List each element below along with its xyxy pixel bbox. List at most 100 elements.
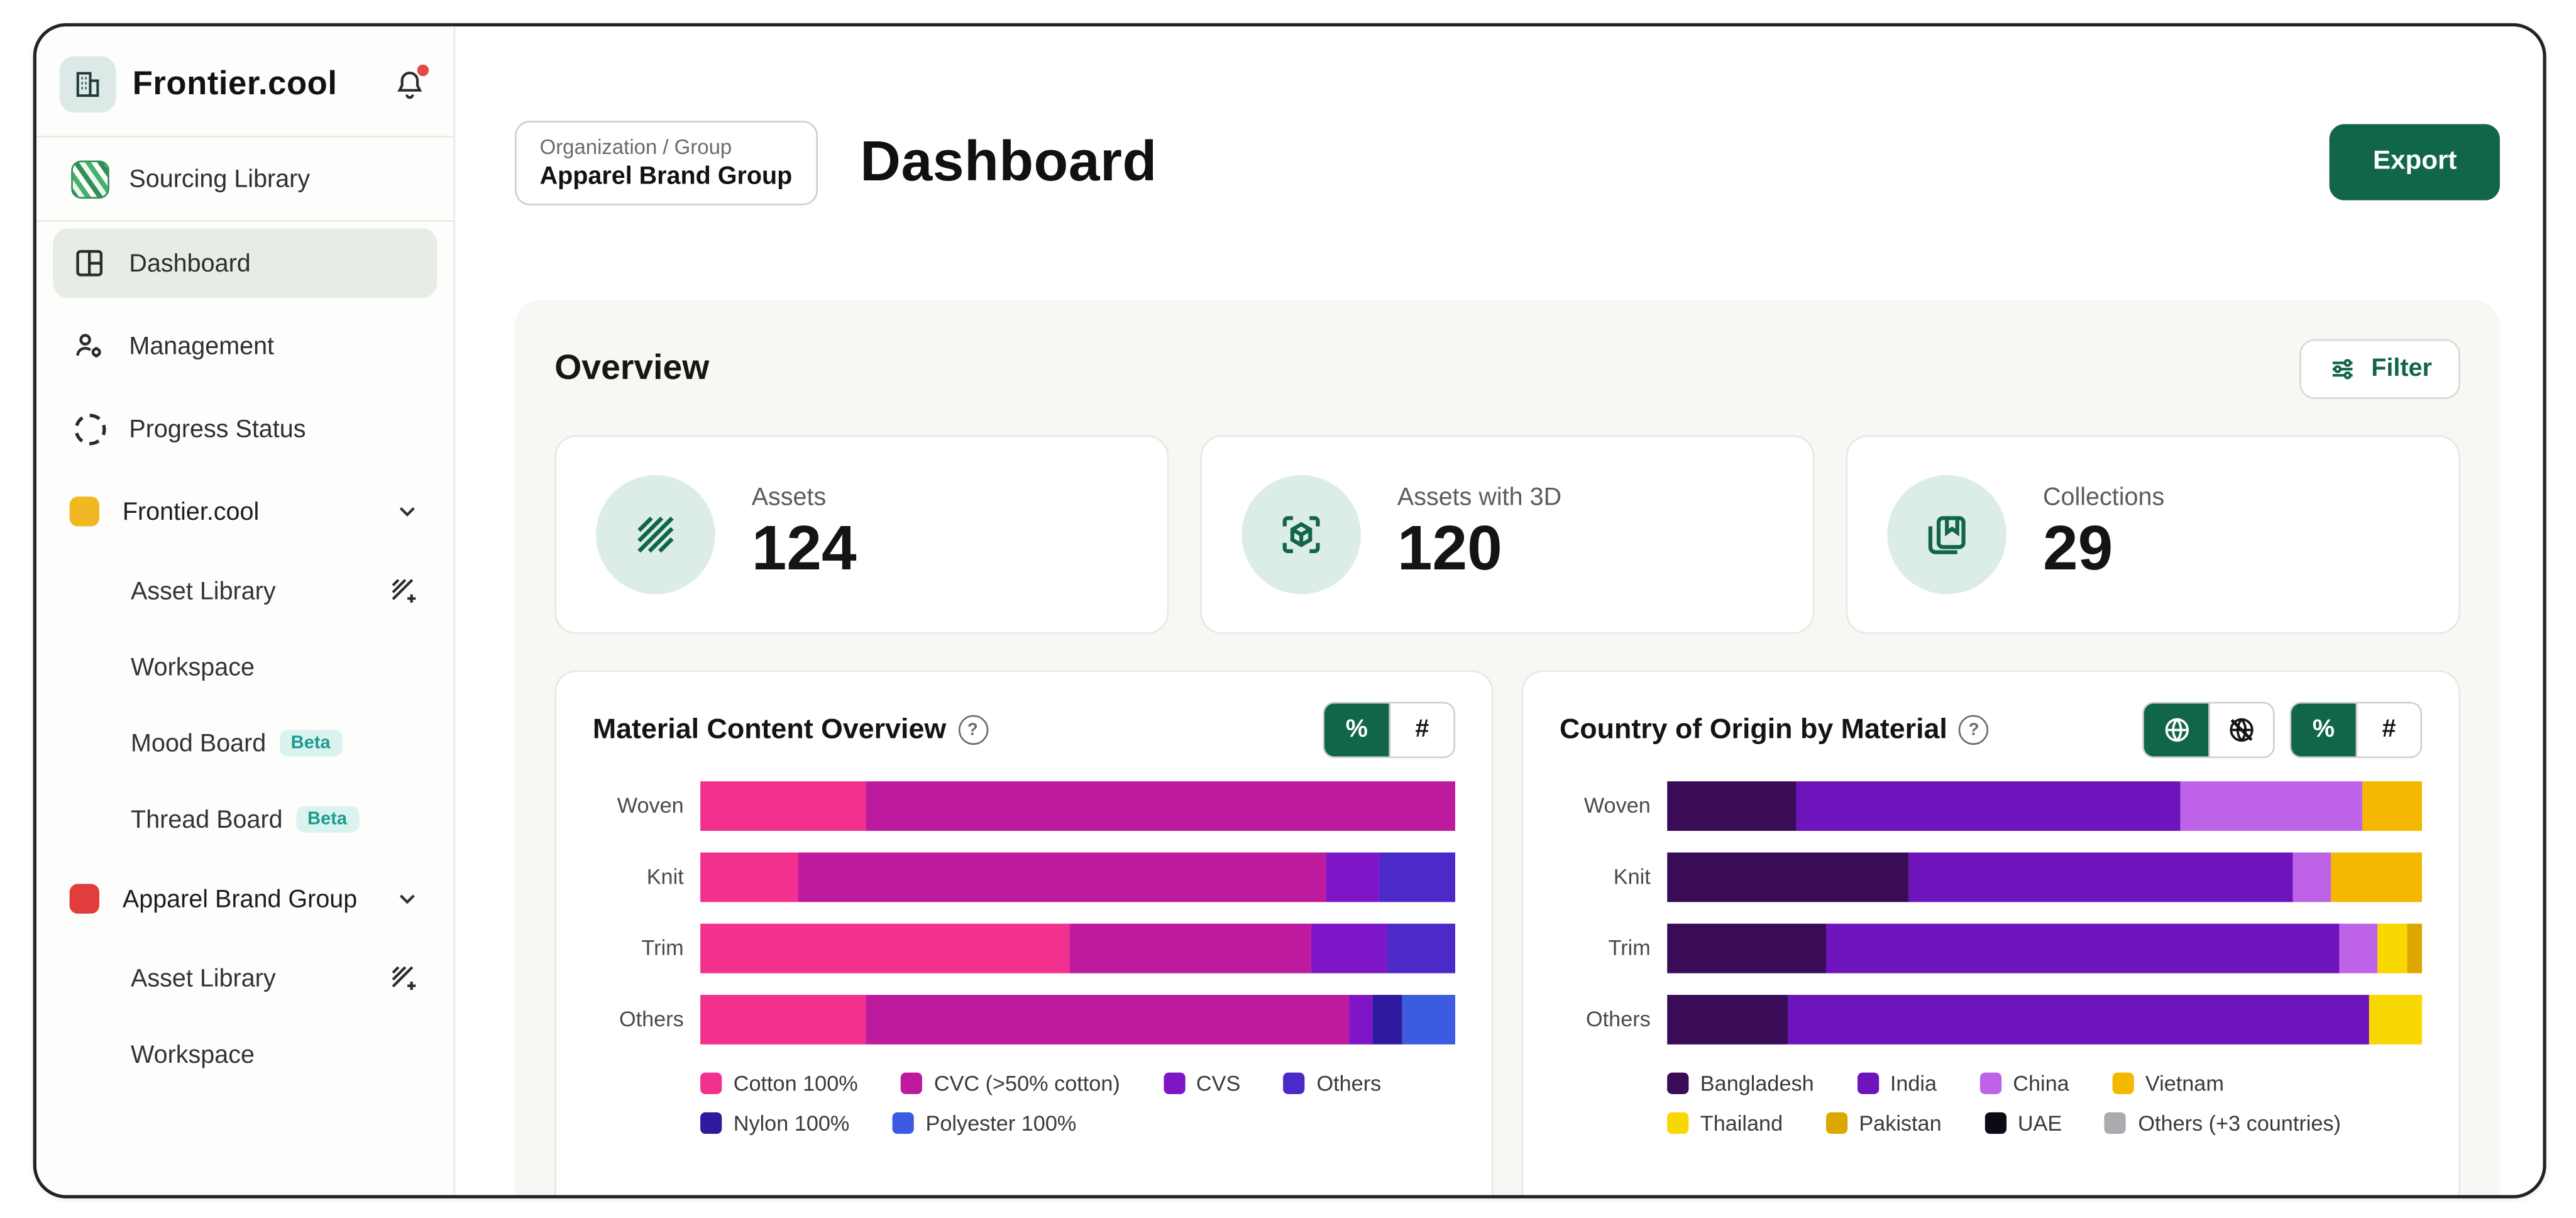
bar-segment — [700, 923, 1071, 973]
charts-row: Material Content Overview ? % # Woven Kni… — [554, 669, 2460, 1195]
bar-row: Knit — [1560, 852, 2423, 902]
breadcrumb[interactable]: Organization / Group Apparel Brand Group — [515, 120, 817, 205]
legend-swatch — [1984, 1111, 2006, 1133]
percent-toggle-button[interactable]: % — [2291, 703, 2356, 756]
bar-segment — [1825, 923, 2339, 973]
group-color-swatch — [69, 497, 100, 527]
stat-value: 29 — [2042, 513, 2113, 584]
asset-library-quick-add-icon[interactable] — [387, 574, 421, 608]
bar-segment — [1667, 852, 1909, 902]
bar-segment — [866, 994, 1350, 1044]
legend-item: India — [1857, 1070, 1937, 1095]
bar-segment — [2293, 852, 2331, 902]
sidebar-item-sourcing-library[interactable]: Sourcing Library — [53, 144, 437, 214]
chevron-down-icon[interactable] — [394, 498, 421, 525]
overview-panel: Overview Filter Assets 124 — [515, 299, 2500, 1195]
legend-row: Bangladesh India China Vietnam — [1667, 1070, 2422, 1095]
legend-item: Vietnam — [2112, 1070, 2224, 1095]
sidebar-group-frontier[interactable]: Frontier.cool — [53, 477, 437, 547]
legend-swatch — [1979, 1072, 2001, 1094]
bar-segment — [1908, 852, 2294, 902]
legend-label: Vietnam — [2145, 1070, 2224, 1095]
globe-off-button[interactable] — [2208, 703, 2274, 756]
sidebar-divider — [36, 135, 454, 138]
chevron-down-icon[interactable] — [394, 886, 421, 912]
bar-track — [700, 923, 1455, 973]
sidebar-subitem-asset-library[interactable]: Asset Library — [53, 558, 437, 624]
bar-segment — [700, 780, 867, 830]
count-toggle-button[interactable]: # — [2355, 703, 2421, 756]
bar-segment — [1311, 923, 1387, 973]
bar-segment — [798, 852, 1327, 902]
bar-segment — [2369, 994, 2423, 1044]
help-icon[interactable]: ? — [957, 714, 988, 744]
sidebar-item-progress-status[interactable]: Progress Status — [53, 394, 437, 464]
bar-category-label: Woven — [1583, 793, 1651, 818]
legend-item: Others — [1283, 1070, 1381, 1095]
bar-segment — [2331, 852, 2423, 902]
sidebar-item-dashboard[interactable]: Dashboard — [53, 228, 438, 299]
bar-track — [1667, 780, 2423, 830]
sidebar-subitem-asset-library-2[interactable]: Asset Library — [53, 945, 437, 1011]
bar-segment — [1070, 923, 1312, 973]
stat-label: Collections — [2042, 482, 2165, 511]
stat-card-assets-3d: Assets with 3D 120 — [1200, 434, 1815, 634]
bars: Woven Knit Trim Others — [1560, 780, 2423, 1044]
bar-category-label: Others — [619, 1006, 684, 1031]
sidebar-divider — [36, 220, 454, 222]
progress-status-icon — [70, 413, 109, 445]
sidebar-group-apparel-brand[interactable]: Apparel Brand Group — [53, 864, 437, 934]
sidebar-item-management[interactable]: Management — [53, 311, 437, 381]
bar-segment — [866, 780, 1455, 830]
count-toggle-button[interactable]: # — [1389, 703, 1454, 756]
stat-card-assets: Assets 124 — [554, 434, 1169, 634]
bar-segment — [2338, 923, 2377, 973]
filter-button[interactable]: Filter — [2300, 338, 2460, 398]
sidebar-item-label: Progress Status — [129, 414, 306, 443]
legend-item: Thailand — [1667, 1110, 1783, 1134]
beta-badge: Beta — [279, 730, 343, 757]
legend-item: UAE — [1984, 1109, 2062, 1135]
legend-label: India — [1890, 1070, 1937, 1095]
legend-item: Nylon 100% — [700, 1110, 849, 1134]
bar-row: Others — [593, 994, 1455, 1044]
sidebar-subitem-mood-board[interactable]: Mood Board Beta — [53, 710, 437, 776]
legend-item: Cotton 100% — [700, 1070, 858, 1095]
main-content: Organization / Group Apparel Brand Group… — [455, 26, 2543, 1195]
sidebar-subitem-workspace-2[interactable]: Workspace — [53, 1021, 437, 1087]
chart-title: Material Content Overview — [592, 712, 947, 744]
legend-swatch — [2112, 1072, 2134, 1094]
sourcing-library-icon — [70, 160, 109, 198]
filter-icon — [2333, 358, 2353, 379]
legend-label: Pakistan — [1859, 1109, 1942, 1135]
group-label: Frontier.cool — [122, 497, 260, 526]
subitem-label: Mood Board — [131, 729, 267, 757]
percent-toggle-button[interactable]: % — [1324, 703, 1389, 756]
assets-icon — [596, 474, 715, 594]
collections-icon — [1887, 474, 2007, 594]
bar-segment — [2180, 780, 2362, 830]
legend-item: CVS — [1163, 1070, 1240, 1095]
bar-category-label: Trim — [641, 935, 684, 960]
subitem-label: Thread Board — [131, 805, 283, 834]
globe-on-button[interactable] — [2144, 703, 2209, 756]
legend-label: China — [2013, 1070, 2069, 1095]
group-label: Apparel Brand Group — [122, 884, 358, 913]
management-icon — [70, 329, 109, 363]
legend-item: China — [1979, 1070, 2069, 1095]
help-icon[interactable]: ? — [1959, 714, 1989, 744]
asset-library-quick-add-icon[interactable] — [387, 962, 421, 995]
bar-track — [700, 994, 1455, 1044]
sidebar-subitem-workspace[interactable]: Workspace — [53, 634, 437, 700]
overview-title: Overview — [554, 348, 710, 387]
legend-swatch — [1163, 1072, 1185, 1094]
bar-segment — [2377, 923, 2408, 973]
group-color-swatch — [69, 884, 100, 914]
breadcrumb-label: Organization / Group — [539, 135, 732, 159]
legend-swatch — [1283, 1072, 1306, 1094]
export-button[interactable]: Export — [2330, 124, 2500, 201]
notifications-bell-icon[interactable] — [392, 63, 429, 102]
legend-label: UAE — [2017, 1109, 2062, 1135]
sidebar-subitem-thread-board[interactable]: Thread Board Beta — [53, 786, 437, 852]
